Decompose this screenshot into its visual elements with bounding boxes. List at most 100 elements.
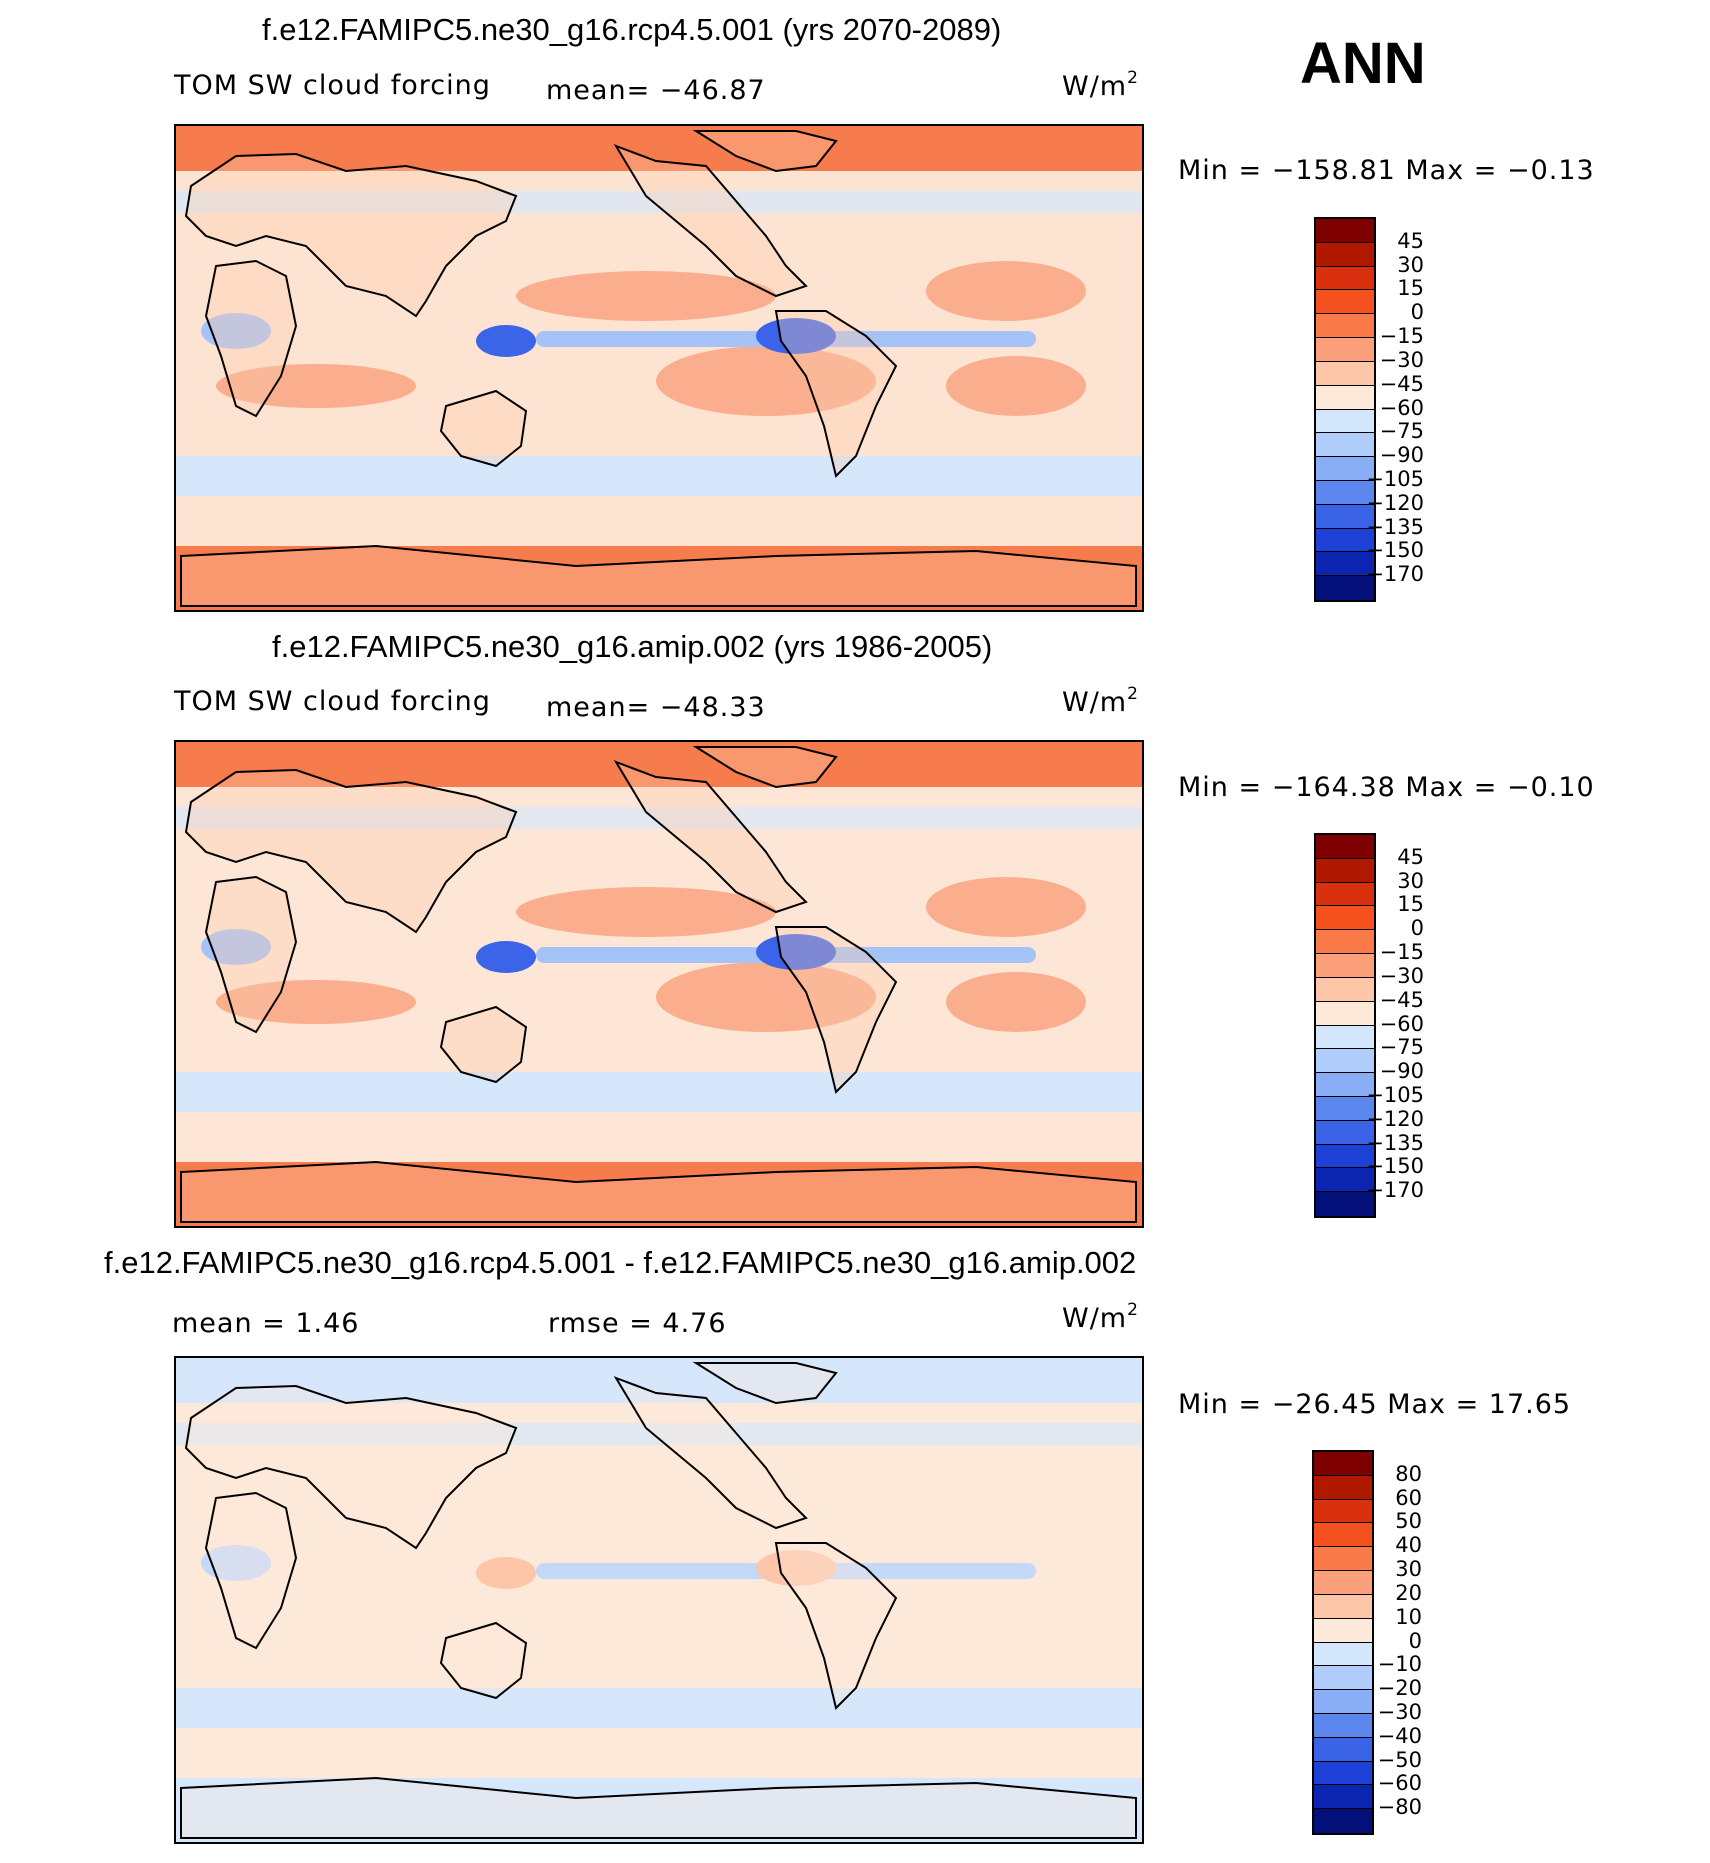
colorbar-swatch: [1316, 576, 1374, 600]
colorbar-label: −75: [1379, 419, 1424, 444]
colorbar-swatch: [1316, 242, 1374, 267]
colorbar-swatch: [1316, 930, 1374, 955]
colorbar-swatch: [1316, 457, 1374, 481]
panel-3-mean: mean = 1.46: [172, 1308, 360, 1339]
colorbar-label: −30: [1379, 963, 1424, 988]
colorbar-label: 30: [1395, 1557, 1422, 1582]
colorbar-label: −15: [1379, 940, 1424, 965]
indian-ocean-band: [216, 980, 416, 1024]
colorbar-swatch: [1316, 1096, 1374, 1121]
colorbar-swatch: [1314, 1690, 1372, 1714]
colorbar-label: −170: [1366, 1178, 1424, 1203]
panel-2-mean: mean= −48.33: [546, 692, 766, 723]
colorbar-label: −150: [1366, 1154, 1424, 1179]
panel-2-variable-label: TOM SW cloud forcing: [174, 686, 491, 717]
panel-1-variable-label: TOM SW cloud forcing: [174, 70, 491, 101]
colorbar-swatch: [1314, 1737, 1372, 1762]
colorbar-label: −90: [1379, 1059, 1424, 1084]
colorbar-swatch: [1316, 1192, 1374, 1216]
continent-outline: [774, 1542, 898, 1710]
maritime-continent-convection: [476, 325, 536, 357]
arctic-band: [176, 126, 1142, 171]
continent-outline: [180, 544, 1137, 607]
panel-3-colorbar: [1312, 1450, 1374, 1835]
south-atlantic-stratocumulus: [946, 972, 1086, 1032]
panel-3-rmse: rmse = 4.76: [548, 1308, 727, 1339]
colorbar-label: −60: [1379, 1011, 1424, 1036]
continent-outline: [184, 1384, 518, 1550]
indian-ocean-band: [216, 1596, 416, 1640]
continent-outline: [613, 144, 808, 298]
continent-outline: [184, 152, 518, 318]
colorbar-swatch: [1316, 385, 1374, 410]
south-pacific-stratocumulus: [656, 962, 876, 1032]
colorbar-swatch: [1316, 504, 1374, 529]
african-convection: [201, 1545, 271, 1581]
panel-1-map: [174, 124, 1144, 612]
colorbar-swatch: [1316, 433, 1374, 458]
colorbar-swatch: [1316, 1168, 1374, 1193]
panel-2-units: W/m2: [1062, 684, 1139, 718]
colorbar-swatch: [1316, 219, 1374, 243]
african-convection: [201, 929, 271, 965]
colorbar-label: −90: [1379, 443, 1424, 468]
colorbar-label: −30: [1377, 1699, 1422, 1724]
colorbar-label: −105: [1366, 1082, 1424, 1107]
colorbar-label: −135: [1366, 1130, 1424, 1155]
colorbar-label: −30: [1379, 347, 1424, 372]
colorbar-label: 15: [1397, 276, 1424, 301]
colorbar-swatch: [1314, 1785, 1372, 1810]
colorbar-label: 20: [1395, 1580, 1422, 1605]
colorbar-label: −120: [1366, 490, 1424, 515]
north-atlantic-stratocumulus: [926, 261, 1086, 321]
continent-outline: [439, 389, 528, 468]
colorbar-swatch: [1314, 1809, 1372, 1833]
continent-outline: [180, 1160, 1137, 1223]
colorbar-swatch: [1314, 1571, 1372, 1595]
colorbar-label: −45: [1379, 987, 1424, 1012]
colorbar-swatch: [1316, 954, 1374, 978]
colorbar-swatch: [1316, 835, 1374, 859]
colorbar-label: 30: [1397, 252, 1424, 277]
south-atlantic-stratocumulus: [946, 356, 1086, 416]
colorbar-swatch: [1314, 1452, 1372, 1476]
north-pacific-stratocumulus: [516, 887, 776, 937]
colorbar-label: 60: [1395, 1485, 1422, 1510]
map-svg: [176, 742, 1142, 1226]
colorbar-label: 0: [1410, 916, 1424, 941]
continent-outline: [613, 1376, 808, 1530]
colorbar-swatch: [1316, 1001, 1374, 1026]
southern-storm-track: [176, 1688, 1142, 1728]
colorbar-label: 0: [1410, 300, 1424, 325]
colorbar-swatch: [1316, 338, 1374, 362]
colorbar-swatch: [1314, 1547, 1372, 1572]
colorbar-swatch: [1316, 1120, 1374, 1145]
panel-1-title: f.e12.FAMIPC5.ne30_g16.rcp4.5.001 (yrs 2…: [262, 12, 1002, 47]
colorbar-swatch: [1314, 1523, 1372, 1548]
arctic-band: [176, 742, 1142, 787]
panel-1-units: W/m2: [1062, 68, 1139, 102]
colorbar-label: 15: [1397, 892, 1424, 917]
colorbar-label: 80: [1395, 1461, 1422, 1486]
panel-2-map: [174, 740, 1144, 1228]
panel-1-min-max: Min = −158.81 Max = −0.13: [1178, 155, 1595, 186]
colorbar-swatch: [1316, 314, 1374, 339]
colorbar-swatch: [1316, 1049, 1374, 1074]
colorbar-label: −60: [1377, 1771, 1422, 1796]
map-svg: [176, 1358, 1142, 1842]
colorbar-swatch: [1314, 1499, 1372, 1524]
continent-outline: [204, 1491, 298, 1650]
panel-3-min-max: Min = −26.45 Max = 17.65: [1178, 1389, 1572, 1420]
colorbar-swatch: [1316, 1144, 1374, 1169]
antarctic-band: [176, 546, 1142, 610]
continent-outline: [692, 130, 838, 173]
northern-storm-track: [176, 807, 1142, 829]
colorbar-swatch: [1314, 1666, 1372, 1691]
colorbar-label: −20: [1377, 1676, 1422, 1701]
panel-1-mean: mean= −46.87: [546, 75, 766, 106]
panel-3-units: W/m2: [1062, 1300, 1139, 1334]
colorbar-label: −150: [1366, 538, 1424, 563]
amazon-convection: [756, 1550, 836, 1586]
colorbar-label: −10: [1377, 1652, 1422, 1677]
panel-2-min-max: Min = −164.38 Max = −0.10: [1178, 772, 1595, 803]
